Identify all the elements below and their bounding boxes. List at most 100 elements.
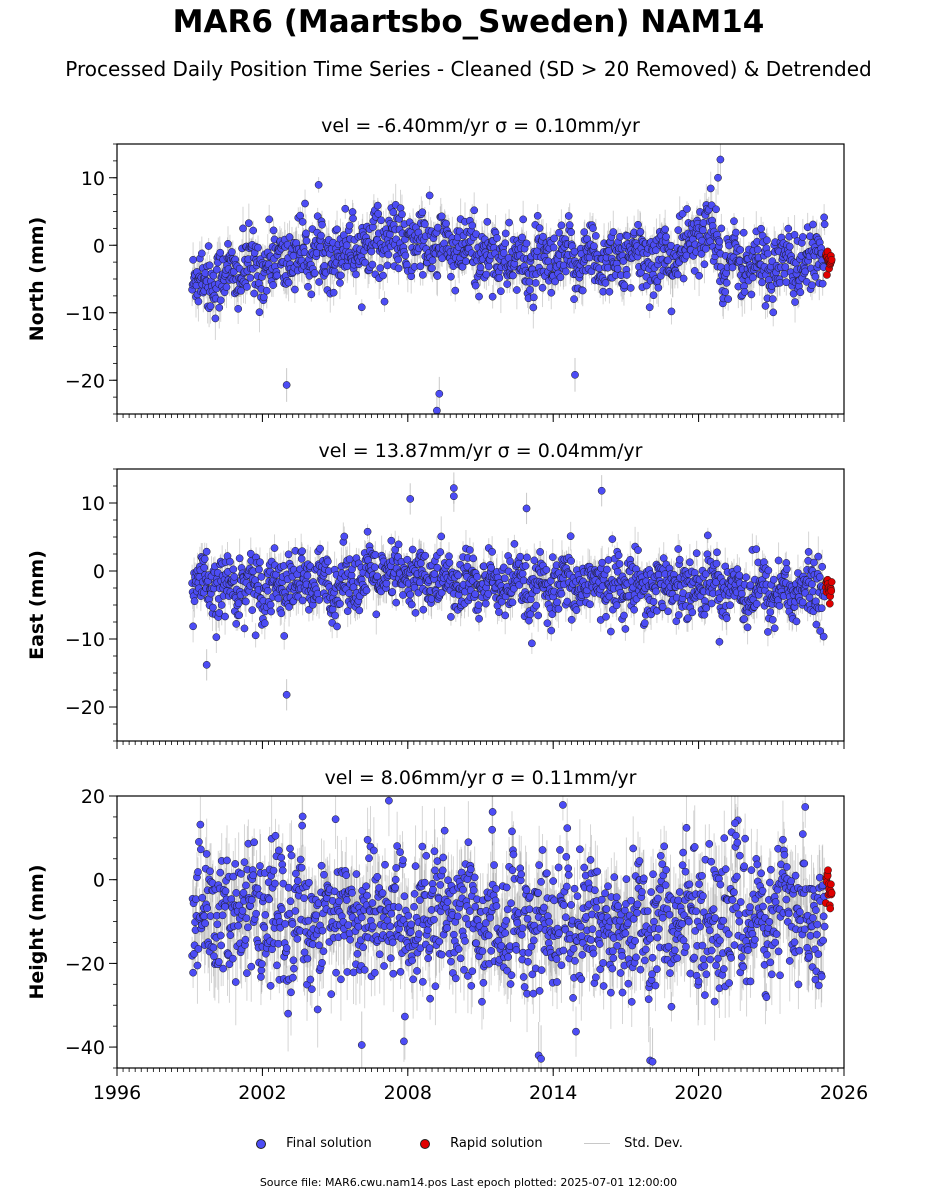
- final-point: [572, 606, 581, 615]
- final-point: [613, 264, 622, 273]
- final-solution-points-0: [188, 155, 829, 414]
- final-point: [690, 267, 699, 275]
- final-point: [523, 553, 531, 562]
- y-tick-label: −20: [65, 370, 105, 392]
- final-point: [482, 270, 491, 279]
- final-point: [667, 307, 676, 316]
- final-point: [481, 599, 490, 608]
- final-point: [739, 228, 748, 237]
- final-point: [529, 293, 538, 302]
- final-point: [345, 589, 354, 598]
- final-point: [232, 620, 241, 628]
- final-point: [601, 279, 610, 287]
- final-point: [379, 271, 387, 280]
- final-point: [717, 224, 726, 233]
- final-point: [372, 610, 381, 619]
- final-point: [411, 608, 420, 617]
- final-point: [291, 285, 299, 294]
- final-point: [345, 221, 354, 230]
- final-point: [476, 263, 485, 272]
- final-point: [277, 609, 286, 618]
- final-point: [695, 271, 703, 280]
- final-point: [506, 557, 514, 566]
- final-point: [388, 588, 397, 596]
- final-point: [724, 295, 733, 303]
- final-point: [200, 563, 209, 572]
- final-point: [221, 612, 229, 621]
- final-point: [623, 232, 632, 240]
- final-point: [565, 221, 574, 229]
- final-point: [493, 234, 501, 242]
- final-point: [673, 270, 682, 279]
- final-point: [394, 264, 403, 273]
- final-point: [543, 619, 552, 628]
- final-point: [270, 544, 279, 552]
- final-point: [447, 272, 455, 281]
- final-point: [603, 565, 611, 574]
- final-point: [433, 563, 442, 572]
- final-point: [652, 246, 660, 255]
- plot-area-1: [188, 472, 836, 711]
- final-point: [732, 228, 740, 237]
- final-point: [363, 527, 372, 536]
- final-point: [674, 226, 683, 234]
- final-point: [796, 288, 805, 297]
- final-point: [437, 588, 446, 597]
- final-point: [251, 631, 260, 640]
- final-point: [557, 589, 566, 598]
- final-point: [534, 611, 543, 620]
- final-point: [340, 532, 349, 541]
- final-point: [526, 610, 535, 619]
- final-point: [781, 263, 790, 271]
- final-point: [374, 209, 383, 218]
- final-point: [503, 280, 512, 288]
- final-point: [352, 270, 360, 279]
- final-point: [200, 555, 209, 563]
- final-point: [367, 247, 376, 256]
- final-point: [418, 271, 427, 279]
- final-point: [229, 565, 238, 574]
- final-point: [262, 286, 271, 295]
- outlier-point: [435, 389, 444, 398]
- final-point: [437, 532, 446, 541]
- final-point: [499, 249, 508, 257]
- final-point: [420, 220, 429, 228]
- final-point: [451, 286, 460, 295]
- final-point: [205, 261, 214, 270]
- final-point: [349, 214, 357, 223]
- final-point: [373, 201, 382, 210]
- final-point: [307, 290, 316, 299]
- final-point: [284, 550, 293, 559]
- final-point: [556, 273, 565, 282]
- final-point: [567, 228, 575, 237]
- final-point: [605, 287, 614, 296]
- final-point: [501, 229, 510, 238]
- final-point: [189, 622, 197, 631]
- final-point: [811, 272, 820, 281]
- final-point: [228, 248, 236, 256]
- final-point: [758, 278, 766, 287]
- final-point: [532, 601, 541, 610]
- final-point: [298, 596, 307, 605]
- final-point: [533, 211, 542, 220]
- final-point: [447, 613, 455, 621]
- final-point: [468, 221, 477, 230]
- final-point: [721, 288, 730, 296]
- final-point: [501, 239, 510, 248]
- final-point: [488, 292, 497, 301]
- final-point: [662, 232, 670, 241]
- final-point: [257, 573, 266, 581]
- final-point: [548, 553, 557, 561]
- final-point: [371, 550, 380, 559]
- panel-title: vel = -6.40mm/yr σ = 0.10mm/yr: [321, 115, 640, 137]
- final-point: [425, 191, 434, 200]
- final-point: [445, 558, 454, 567]
- final-point: [357, 303, 366, 312]
- final-point: [242, 597, 250, 606]
- outlier-point: [716, 155, 725, 164]
- final-point: [249, 226, 258, 235]
- final-point: [784, 224, 793, 233]
- final-point: [535, 224, 544, 232]
- final-point: [197, 249, 206, 258]
- final-point: [445, 552, 453, 561]
